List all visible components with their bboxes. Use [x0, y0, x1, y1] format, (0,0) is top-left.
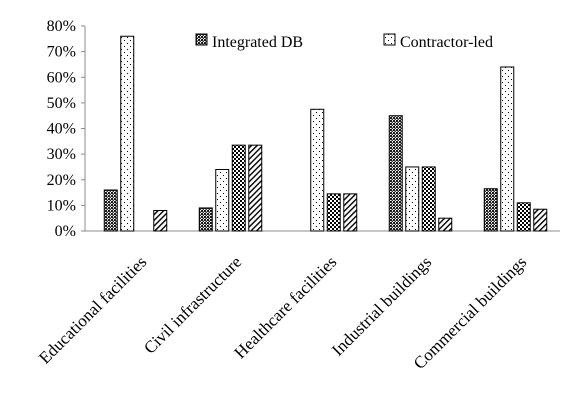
y-tick-label: 0%: [55, 223, 76, 240]
bar-4-educational-facilities: [153, 210, 168, 232]
bar-1-commercial-buildings: [483, 188, 498, 232]
bar-1-civil-infrastructure: [198, 207, 213, 232]
legend-label: Integrated DB: [212, 34, 303, 51]
y-tick-label: 80%: [47, 18, 76, 35]
x-category-label: Educational facilities: [35, 252, 150, 367]
y-tick-label: 10%: [47, 197, 76, 214]
bars: [103, 35, 548, 232]
bar-3-civil-infrastructure: [231, 144, 246, 232]
legend-swatch: [383, 33, 396, 46]
y-tick-label: 20%: [47, 172, 76, 189]
legend: Integrated DB Contractor-led: [195, 33, 493, 51]
y-tick-label: 30%: [47, 146, 76, 163]
bar-4-industrial-buildings: [438, 217, 453, 232]
bar-2-healthcare-facilities: [310, 108, 325, 232]
bar-2-educational-facilities: [120, 35, 135, 232]
bar-2-civil-infrastructure: [215, 169, 230, 232]
x-category-label: Industrial buildings: [328, 252, 435, 359]
bar-2-industrial-buildings: [405, 166, 420, 232]
bar-4-commercial-buildings: [533, 208, 548, 232]
bar-3-commercial-buildings: [516, 202, 531, 232]
bar-4-civil-infrastructure: [248, 144, 263, 232]
bar-3-industrial-buildings: [421, 166, 436, 232]
y-tick-label: 40%: [47, 121, 76, 138]
y-tick-label: 60%: [47, 69, 76, 86]
y-tick-label: 50%: [47, 95, 76, 112]
x-category-label: Healthcare facilities: [230, 252, 340, 362]
legend-swatch: [195, 33, 208, 46]
bar-2-commercial-buildings: [500, 66, 515, 232]
x-category-label: Civil infrastructure: [140, 252, 245, 357]
bar-3-healthcare-facilities: [326, 193, 341, 232]
bar-4-healthcare-facilities: [343, 193, 358, 232]
bar-1-industrial-buildings: [388, 115, 403, 232]
y-tick-label: 70%: [47, 44, 76, 61]
legend-label: Contractor-led: [400, 34, 493, 51]
bar-1-educational-facilities: [103, 189, 118, 232]
